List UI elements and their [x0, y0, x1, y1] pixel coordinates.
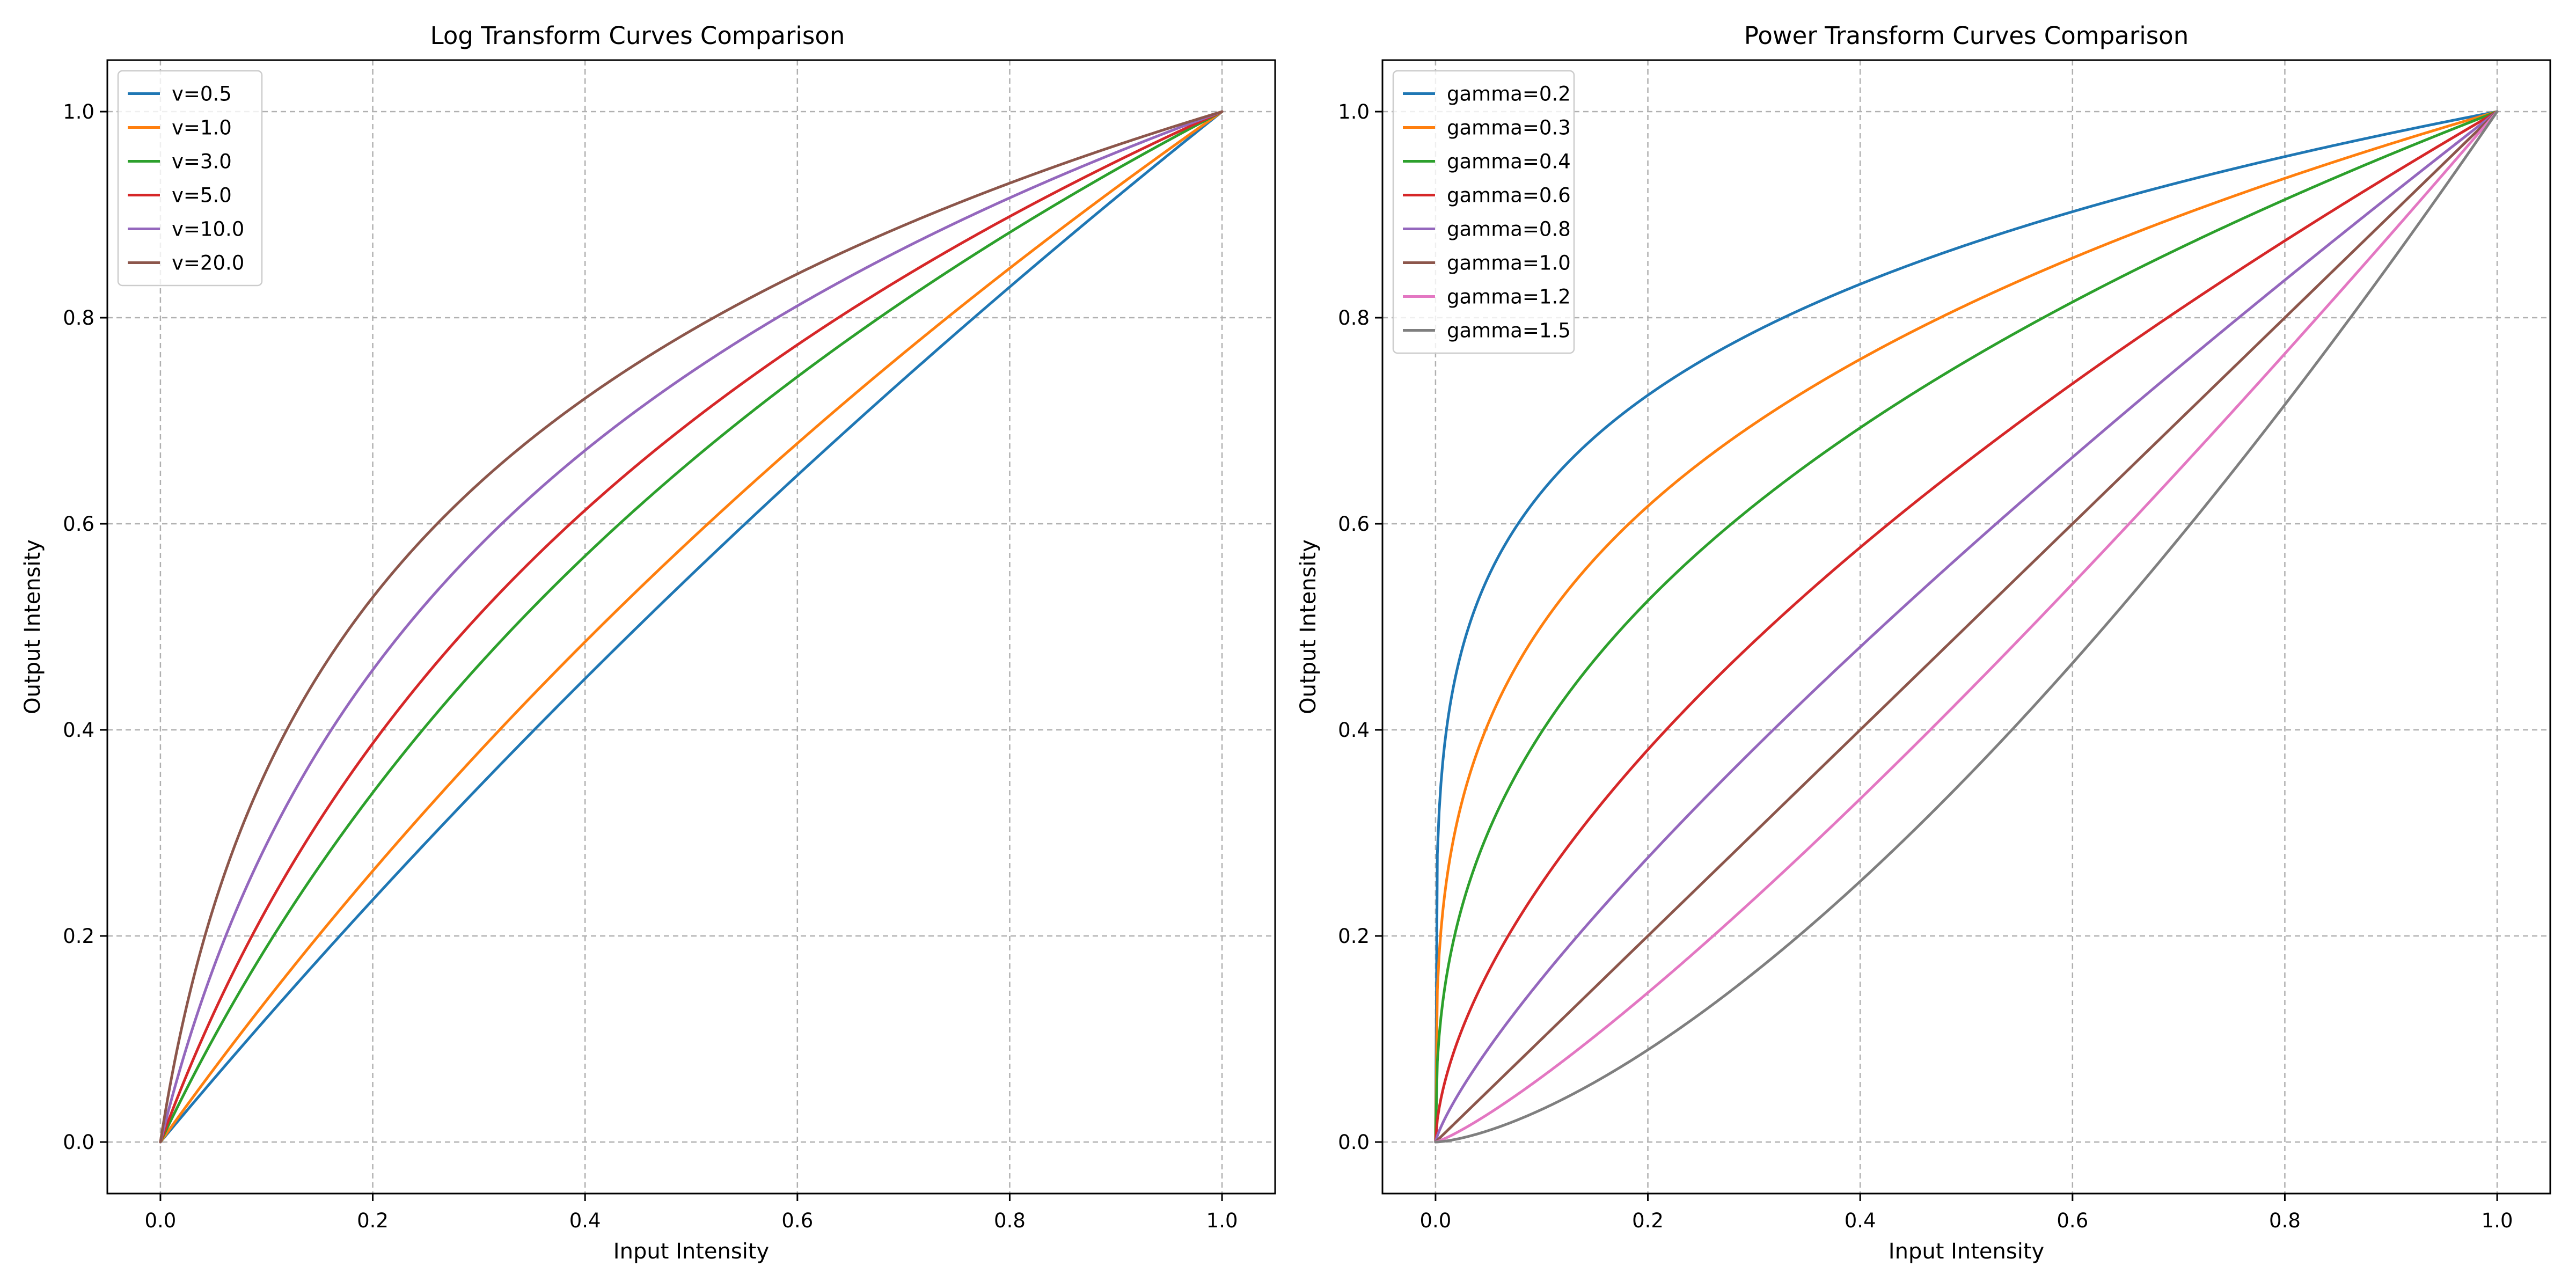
log-x-tick-label: 0.0 — [144, 1209, 176, 1232]
log-x-axis-label: Input Intensity — [613, 1239, 769, 1264]
log-series-line-1 — [159, 110, 1224, 1144]
power-series-line-3 — [1434, 110, 2499, 1144]
log-grid — [107, 60, 1275, 1194]
power-legend-label-5: gamma=0.8 — [1447, 218, 1571, 241]
power-y-tick-label: 0.8 — [1338, 306, 1370, 330]
power-legend-label-6: gamma=1.0 — [1447, 252, 1571, 275]
log-series-line-5 — [159, 110, 1224, 1144]
power-x-tick-label: 0.6 — [2057, 1209, 2088, 1232]
power-y-tick-label: 1.0 — [1338, 100, 1370, 123]
power-legend-label-3: gamma=0.4 — [1447, 150, 1571, 173]
power-legend-label-4: gamma=0.6 — [1447, 184, 1571, 207]
log-legend-label-4: v=5.0 — [172, 184, 232, 207]
log-legend-box — [117, 70, 263, 287]
log-y-tick-label: 0.2 — [63, 925, 94, 948]
log-y-axis-label: Output Intensity — [20, 539, 45, 714]
power-x-tick-label: 0.0 — [1419, 1209, 1451, 1232]
power-series-line-5 — [1434, 110, 2499, 1144]
log-x-tick-label: 0.4 — [569, 1209, 601, 1232]
power-series-line-2 — [1434, 110, 2499, 1144]
power-y-tick-label: 0.0 — [1338, 1131, 1370, 1154]
log-y-tick-label: 0.0 — [63, 1131, 94, 1154]
log-x-tick-label: 0.8 — [994, 1209, 1026, 1232]
power-series-line-8 — [1434, 110, 2499, 1144]
log-transform-panel: Log Transform Curves Comparison 0.0 0.2 0.… — [20, 21, 1276, 1264]
log-y-tick-label: 1.0 — [63, 100, 94, 123]
power-legend-label-1: gamma=0.2 — [1447, 83, 1571, 106]
log-legend-label-5: v=10.0 — [172, 218, 244, 241]
power-curves — [1434, 110, 2499, 1144]
log-x-tick-label: 0.2 — [357, 1209, 389, 1232]
power-series-line-7 — [1434, 110, 2499, 1144]
power-x-tick-label: 1.0 — [2482, 1209, 2513, 1232]
power-legend: gamma=0.2 gamma=0.3 gamma=0.4 gamma=0.6 gamm… — [1392, 70, 1575, 354]
power-legend-label-8: gamma=1.5 — [1447, 319, 1571, 342]
log-legend-label-2: v=1.0 — [172, 116, 232, 140]
log-x-tick-label: 1.0 — [1206, 1209, 1238, 1232]
log-series-line-2 — [159, 110, 1224, 1144]
log-ticks: 0.0 0.2 0.4 0.6 0.8 1.0 0.0 0.2 0.4 0.6 0.8 1.0 — [63, 100, 1238, 1232]
power-y-tick-label: 0.2 — [1338, 925, 1370, 948]
power-legend-label-7: gamma=1.2 — [1447, 286, 1571, 309]
power-legend-box — [1392, 70, 1575, 354]
power-y-axis-label: Output Intensity — [1296, 539, 1321, 714]
log-y-tick-label: 0.8 — [63, 306, 94, 330]
power-series-line-1 — [1434, 110, 2499, 1144]
power-plot-frame — [1381, 59, 2551, 1195]
log-curves — [159, 110, 1224, 1144]
power-transform-panel: Power Transform Curves Comparison 0.0 0.2… — [1296, 21, 2551, 1264]
log-series-line-4 — [159, 110, 1224, 1144]
log-plot-frame — [106, 59, 1276, 1195]
power-x-tick-label: 0.8 — [2269, 1209, 2301, 1232]
power-x-tick-label: 0.4 — [1845, 1209, 1876, 1232]
power-x-tick-label: 0.2 — [1632, 1209, 1664, 1232]
log-chart-title: Log Transform Curves Comparison — [430, 21, 845, 50]
power-x-axis-label: Input Intensity — [1889, 1239, 2044, 1264]
log-y-tick-label: 0.4 — [63, 719, 94, 742]
power-legend-label-2: gamma=0.3 — [1447, 116, 1571, 140]
power-ticks: 0.0 0.2 0.4 0.6 0.8 1.0 0.0 0.2 0.4 0.6 0.8 1.0 — [1338, 100, 2513, 1232]
log-series-line-6 — [159, 110, 1224, 1144]
log-legend: v=0.5 v=1.0 v=3.0 v=5.0 v=10.0 v=20.0 — [117, 70, 263, 287]
log-series-line-3 — [159, 110, 1224, 1144]
log-legend-label-3: v=3.0 — [172, 150, 232, 173]
log-y-tick-label: 0.6 — [63, 513, 94, 536]
power-chart-title: Power Transform Curves Comparison — [1744, 21, 2189, 50]
power-series-line-4 — [1434, 110, 2499, 1144]
log-legend-label-6: v=20.0 — [172, 252, 244, 275]
log-legend-label-1: v=0.5 — [172, 83, 232, 106]
power-y-tick-label: 0.6 — [1338, 513, 1370, 536]
log-x-tick-label: 0.6 — [781, 1209, 813, 1232]
power-series-line-6 — [1434, 110, 2499, 1144]
power-y-tick-label: 0.4 — [1338, 719, 1370, 742]
